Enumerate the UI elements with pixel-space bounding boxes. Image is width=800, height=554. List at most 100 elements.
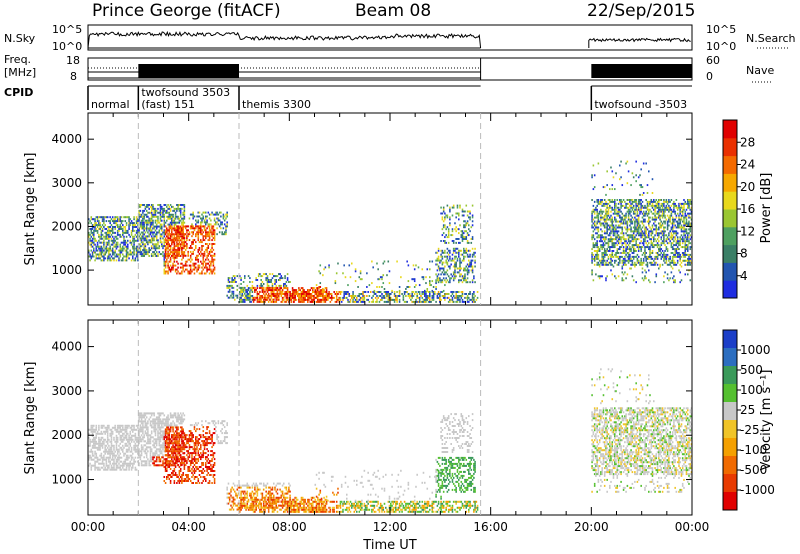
- range-gate-cell: [201, 219, 203, 222]
- range-gate-cell: [195, 245, 197, 247]
- range-gate-cell: [673, 255, 675, 258]
- range-gate-cell: [197, 211, 200, 214]
- range-gate-cell: [611, 246, 614, 249]
- range-gate-cell: [144, 221, 147, 224]
- range-gate-cell: [118, 259, 120, 262]
- range-gate-cell: [159, 241, 162, 244]
- range-gate-cell: [635, 281, 637, 284]
- range-gate-cell: [685, 244, 688, 247]
- range-gate-cell: [200, 223, 202, 226]
- range-gate-cell: [177, 227, 179, 230]
- range-gate-cell: [616, 263, 619, 266]
- range-gate-cell: [187, 272, 189, 275]
- range-gate-cell: [668, 210, 670, 213]
- range-gate-cell: [173, 264, 176, 267]
- range-gate-cell: [606, 202, 608, 205]
- range-gate-cell: [271, 277, 274, 280]
- range-gate-cell: [598, 236, 601, 239]
- range-gate-cell: [182, 237, 184, 240]
- range-gate-cell: [203, 260, 206, 263]
- range-gate-cell: [197, 237, 200, 240]
- range-gate-cell: [659, 250, 661, 252]
- range-gate-cell: [182, 213, 184, 216]
- range-gate-cell: [178, 235, 181, 238]
- range-gate-cell: [95, 255, 98, 258]
- range-gate-cell: [644, 214, 646, 217]
- range-gate-cell: [154, 247, 157, 250]
- range-gate-cell: [376, 298, 378, 301]
- range-gate-cell: [91, 251, 94, 254]
- range-gate-cell: [442, 232, 445, 235]
- range-gate-cell: [680, 224, 683, 227]
- range-gate-cell: [617, 202, 620, 205]
- range-gate-cell: [211, 256, 213, 259]
- range-gate-cell: [232, 281, 235, 283]
- range-gate-cell: [120, 222, 123, 225]
- range-gate-cell: [473, 298, 475, 301]
- range-gate-cell: [183, 221, 186, 224]
- range-gate-cell: [262, 290, 265, 293]
- range-gate-cell: [154, 229, 157, 232]
- range-gate-cell: [182, 204, 184, 206]
- range-gate-cell: [108, 220, 110, 223]
- range-gate-cell: [211, 254, 213, 257]
- range-gate-cell: [202, 254, 205, 257]
- range-gate-cell: [455, 238, 457, 240]
- range-gate-cell: [130, 243, 133, 246]
- range-gate-cell: [631, 275, 634, 278]
- range-gate-cell: [110, 249, 113, 252]
- range-gate-cell: [279, 291, 281, 293]
- range-gate-cell: [607, 261, 610, 264]
- range-gate-cell: [619, 238, 621, 241]
- range-gate-cell: [295, 293, 298, 295]
- range-gate-cell: [398, 300, 401, 303]
- range-gate-cell: [393, 293, 396, 295]
- range-gate-cell: [668, 263, 670, 266]
- range-gate-cell: [315, 287, 318, 290]
- range-gate-cell: [167, 243, 169, 246]
- range-gate-cell: [684, 214, 687, 217]
- range-gate-cell: [642, 206, 645, 209]
- range-gate-cell: [132, 245, 134, 248]
- range-gate-cell: [174, 213, 177, 216]
- range-gate-cell: [353, 296, 356, 299]
- range-gate-cell: [621, 242, 624, 245]
- range-gate-cell: [656, 202, 659, 205]
- range-gate-cell: [614, 261, 616, 264]
- range-gate-cell: [621, 271, 624, 274]
- range-gate-cell: [125, 224, 128, 227]
- range-gate-cell: [649, 238, 651, 241]
- range-gate-cell: [310, 295, 313, 297]
- range-gate-cell: [274, 295, 276, 297]
- range-gate-cell: [212, 227, 215, 230]
- range-gate-cell: [445, 277, 447, 280]
- range-gate-cell: [154, 221, 157, 224]
- range-gate-cell: [660, 252, 663, 254]
- range-gate-cell: [673, 220, 675, 223]
- range-gate-cell: [347, 284, 349, 287]
- range-gate-cell: [654, 281, 656, 284]
- range-gate-cell: [441, 216, 444, 219]
- range-gate-cell: [603, 244, 606, 247]
- range-gate-cell: [634, 210, 636, 213]
- range-gate-cell: [690, 261, 693, 264]
- range-gate-cell: [632, 238, 635, 241]
- range-gate-cell: [333, 291, 335, 293]
- range-gate-cell: [617, 257, 620, 260]
- range-gate-cell: [458, 279, 460, 282]
- range-gate-cell: [441, 263, 444, 266]
- range-gate-cell: [183, 243, 186, 245]
- range-gate-cell: [655, 244, 658, 247]
- range-gate-cell: [601, 222, 603, 225]
- range-gate-cell: [679, 220, 681, 223]
- range-gate-cell: [596, 246, 598, 249]
- range-gate-cell: [119, 251, 122, 254]
- range-gate-cell: [650, 263, 653, 266]
- range-gate-cell: [206, 235, 208, 238]
- range-gate-cell: [335, 296, 338, 299]
- range-gate-cell: [293, 298, 295, 301]
- range-gate-cell: [439, 293, 441, 295]
- range-gate-cell: [207, 252, 210, 255]
- range-gate-cell: [636, 238, 639, 241]
- range-gate-cell: [289, 281, 291, 283]
